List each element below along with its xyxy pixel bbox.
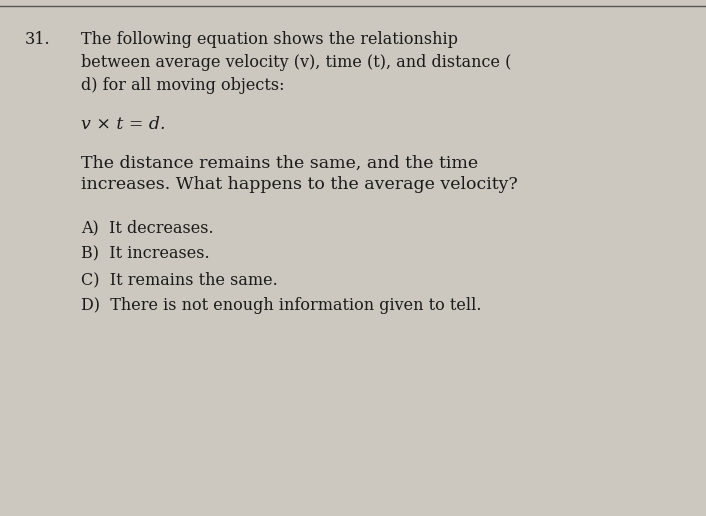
Text: 31.: 31. <box>25 31 50 48</box>
Text: A)  It decreases.: A) It decreases. <box>81 219 214 236</box>
Text: between average velocity (v), time (t), and distance (: between average velocity (v), time (t), … <box>81 54 512 71</box>
Text: B)  It increases.: B) It increases. <box>81 245 210 262</box>
Text: d) for all moving objects:: d) for all moving objects: <box>81 77 285 94</box>
Text: v × t = d.: v × t = d. <box>81 116 166 133</box>
Text: The distance remains the same, and the time: The distance remains the same, and the t… <box>81 155 479 172</box>
Text: C)  It remains the same.: C) It remains the same. <box>81 271 278 288</box>
Text: D)  There is not enough information given to tell.: D) There is not enough information given… <box>81 297 481 314</box>
Text: increases. What happens to the average velocity?: increases. What happens to the average v… <box>81 176 518 194</box>
Text: The following equation shows the relationship: The following equation shows the relatio… <box>81 31 458 48</box>
